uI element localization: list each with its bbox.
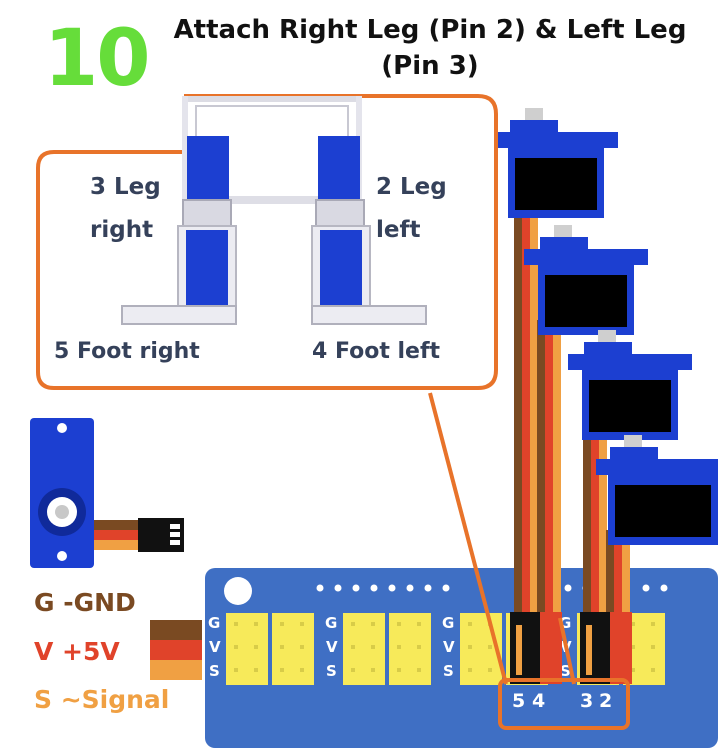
label-2-leg: 2 Leg	[376, 174, 447, 200]
wire-legend: G -GND V +5V S ~Signal	[34, 588, 202, 714]
foot-plate-right	[121, 305, 237, 325]
servo-motor-2	[524, 225, 648, 335]
pin-letter-s-2: S	[326, 662, 337, 680]
pin-letter-s-3: S	[443, 662, 454, 680]
label-3-leg: 3 Leg	[90, 174, 161, 200]
pin-letter-g-3: G	[442, 614, 454, 632]
pin-number-5: 5	[512, 690, 525, 712]
servo-motor-3	[568, 330, 692, 440]
servo-foot-left	[320, 230, 362, 306]
mounting-hole	[224, 577, 252, 605]
step-number: 10	[44, 14, 151, 104]
pin-letter-s-1: S	[209, 662, 220, 680]
servo-stack	[494, 108, 718, 545]
servo-leg-right	[187, 136, 229, 202]
servo-motor-1	[494, 108, 618, 218]
servo-motor-4	[596, 435, 718, 545]
callout-pointer-left	[428, 392, 508, 685]
pin-number-4: 4	[532, 690, 545, 712]
legend-signal: S ~Signal	[34, 685, 169, 714]
robot-legs-illustration	[121, 96, 427, 325]
legend-swatch-signal	[150, 660, 202, 680]
standalone-servo	[30, 418, 184, 568]
pin-letter-s-4: S	[560, 662, 571, 680]
label-5-foot-right: 5 Foot right	[54, 339, 200, 364]
pin-letter-v-3: V	[443, 638, 455, 656]
pin-letter-v-1: V	[209, 638, 221, 656]
label-2-leg-left: left	[376, 217, 420, 243]
servo-wires	[510, 210, 632, 684]
foot-plate-left	[311, 305, 427, 325]
legend-ground: G -GND	[34, 588, 136, 617]
pin-highlight-box	[498, 678, 630, 730]
step-title: Attach Right Leg (Pin 2) & Left Leg (Pin…	[173, 15, 687, 81]
pin-letter-g-2: G	[325, 614, 337, 632]
label-3-leg-right: right	[90, 217, 153, 243]
label-4-foot-left: 4 Foot left	[312, 339, 441, 364]
legend-swatch-ground	[150, 620, 202, 640]
servo-driver-board: G V S G V S G V S G V S	[205, 568, 718, 748]
board-dots	[316, 584, 668, 592]
servo-leg-left	[318, 136, 360, 202]
pin-number-2: 2	[599, 690, 612, 712]
pin-letter-v-2: V	[326, 638, 338, 656]
pin-letter-g-1: G	[208, 614, 220, 632]
servo-foot-right	[186, 230, 228, 306]
pin-number-3: 3	[580, 690, 593, 712]
legend-power: V +5V	[34, 637, 120, 666]
legend-swatch-power	[150, 640, 202, 660]
callout-pointer-right	[558, 617, 576, 685]
